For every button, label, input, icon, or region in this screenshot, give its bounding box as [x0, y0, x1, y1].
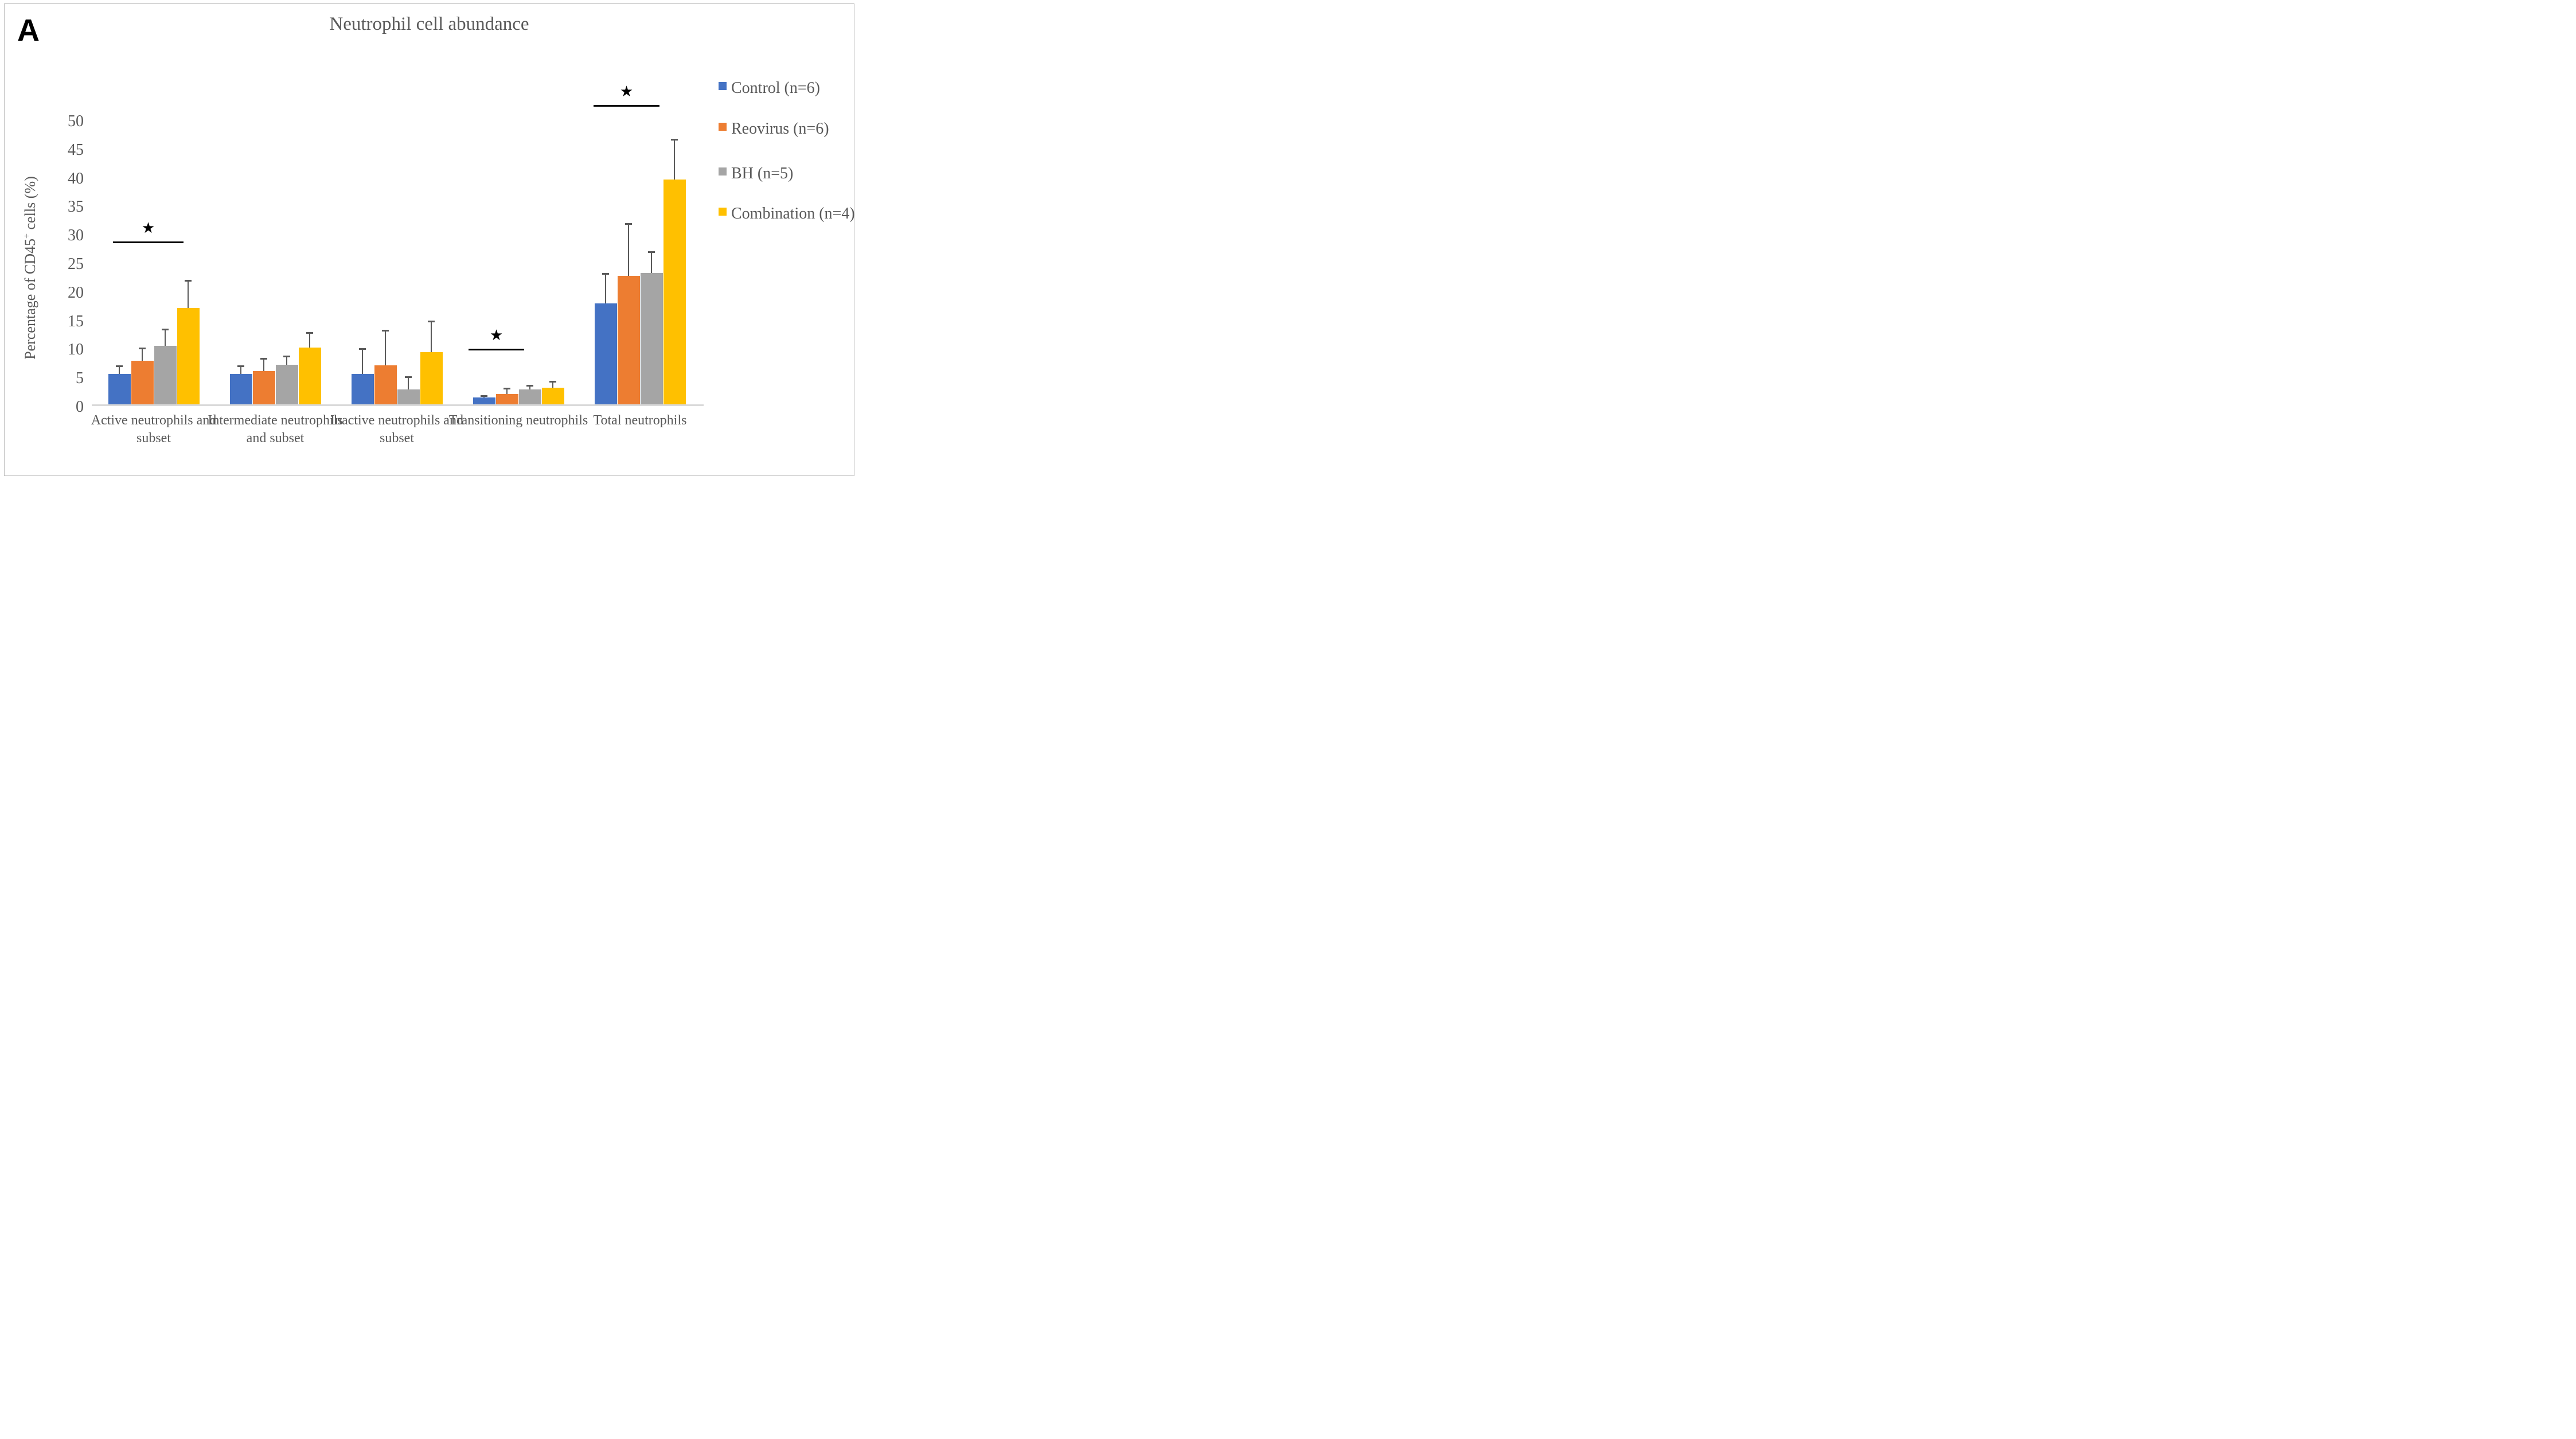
error-bar-cap: [260, 358, 267, 360]
error-bar-cap: [504, 388, 510, 390]
y-tick-label: 15: [68, 312, 84, 330]
error-bar-cap: [405, 376, 412, 379]
error-bar: [142, 348, 143, 361]
error-bar-cap: [648, 251, 655, 254]
bar-reovirus-group5: [617, 275, 640, 404]
legend-label: Reovirus (n=6): [731, 120, 829, 138]
y-tick-label: 40: [68, 169, 84, 188]
legend-label: Combination (n=4): [731, 205, 855, 223]
y-tick-label: 20: [68, 283, 84, 302]
bar-control-group1: [108, 374, 131, 404]
x-category-label: Inactive neutrophils and subset: [330, 413, 463, 446]
significance-line: [113, 241, 184, 244]
bar-combination-group5: [663, 179, 686, 404]
bar-reovirus-group2: [252, 371, 275, 404]
bar-control-group4: [473, 397, 495, 404]
significance-star: ★: [141, 220, 155, 237]
y-axis-title: Percentage of CD45+ cells (%): [22, 119, 45, 417]
legend-swatch-control: [719, 82, 727, 90]
error-bar: [431, 321, 432, 353]
error-bar-cap: [549, 381, 556, 383]
error-bar-cap: [306, 332, 313, 334]
error-bar: [309, 332, 310, 348]
x-category-label: Active neutrophils and subset: [91, 413, 217, 446]
y-tick-label: 35: [68, 198, 84, 216]
error-bar: [165, 329, 166, 346]
y-tick-label: 0: [76, 398, 84, 416]
bar-bh-group4: [518, 389, 541, 404]
error-bar-cap: [359, 348, 366, 350]
bar-control-group5: [594, 303, 617, 404]
error-bar-cap: [283, 356, 290, 358]
chart-title: Neutrophil cell abundance: [329, 14, 529, 34]
error-bar: [362, 349, 363, 375]
y-axis-title-text: Percentage of CD45: [22, 238, 38, 360]
legend-label: BH (n=5): [731, 165, 794, 182]
error-bar: [506, 388, 508, 395]
chart-border: [4, 3, 854, 476]
y-tick-label: 45: [68, 141, 84, 159]
y-tick-label: 25: [68, 255, 84, 273]
bar-bh-group3: [397, 389, 420, 404]
error-bar: [651, 252, 652, 273]
y-axis-title-superscript: +: [22, 233, 32, 239]
error-bar: [385, 330, 386, 366]
panel-letter-label: A: [17, 13, 40, 48]
legend-swatch-bh: [719, 167, 727, 176]
bar-bh-group1: [154, 346, 177, 404]
error-bar: [119, 366, 120, 375]
y-tick-label: 50: [68, 112, 84, 130]
error-bar-cap: [185, 279, 192, 282]
error-bar: [605, 273, 606, 303]
error-bar: [529, 385, 530, 390]
bar-reovirus-group3: [374, 365, 397, 404]
error-bar-cap: [671, 138, 678, 141]
bar-bh-group2: [275, 365, 298, 404]
y-tick-label: 5: [76, 369, 84, 388]
error-bar-cap: [526, 385, 533, 387]
error-bar-cap: [139, 348, 146, 350]
y-tick-label: 10: [68, 341, 84, 359]
error-bar-cap: [382, 329, 389, 332]
significance-line: [469, 349, 524, 351]
bar-combination-group3: [420, 352, 443, 404]
error-bar: [263, 358, 264, 372]
x-axis-line: [92, 404, 704, 406]
error-bar: [628, 224, 629, 276]
bar-reovirus-group4: [495, 394, 518, 404]
legend-swatch-combination: [719, 208, 727, 216]
y-tick-label: 30: [68, 227, 84, 245]
error-bar-cap: [162, 328, 169, 330]
error-bar: [286, 356, 287, 365]
bar-control-group2: [229, 374, 252, 404]
significance-line: [594, 105, 659, 107]
bar-control-group3: [351, 374, 374, 404]
error-bar-cap: [237, 365, 244, 368]
error-bar: [408, 377, 409, 390]
figure-panel: A Neutrophil cell abundance Percentage o…: [0, 0, 858, 479]
x-category-label: Transitioning neutrophils: [448, 413, 588, 428]
legend-swatch-reovirus: [719, 123, 727, 131]
error-bar: [552, 381, 553, 388]
error-bar: [188, 280, 189, 308]
error-bar-cap: [116, 365, 123, 368]
bar-combination-group1: [177, 307, 200, 404]
y-axis-title-suffix: cells (%): [22, 176, 38, 233]
bar-reovirus-group1: [131, 361, 154, 404]
error-bar-cap: [428, 320, 435, 322]
bar-combination-group2: [298, 348, 321, 404]
error-bar: [674, 139, 675, 180]
significance-star: ★: [489, 327, 504, 345]
significance-star: ★: [619, 83, 634, 101]
error-bar: [240, 366, 241, 375]
bar-combination-group4: [541, 388, 564, 404]
error-bar-cap: [481, 395, 487, 397]
x-category-label: Intermediate neutrophils and subset: [208, 413, 343, 446]
bar-bh-group5: [640, 272, 663, 404]
x-category-label: Total neutrophils: [593, 413, 687, 428]
error-bar-cap: [602, 272, 609, 275]
error-bar-cap: [625, 223, 632, 225]
legend-label: Control (n=6): [731, 79, 820, 97]
